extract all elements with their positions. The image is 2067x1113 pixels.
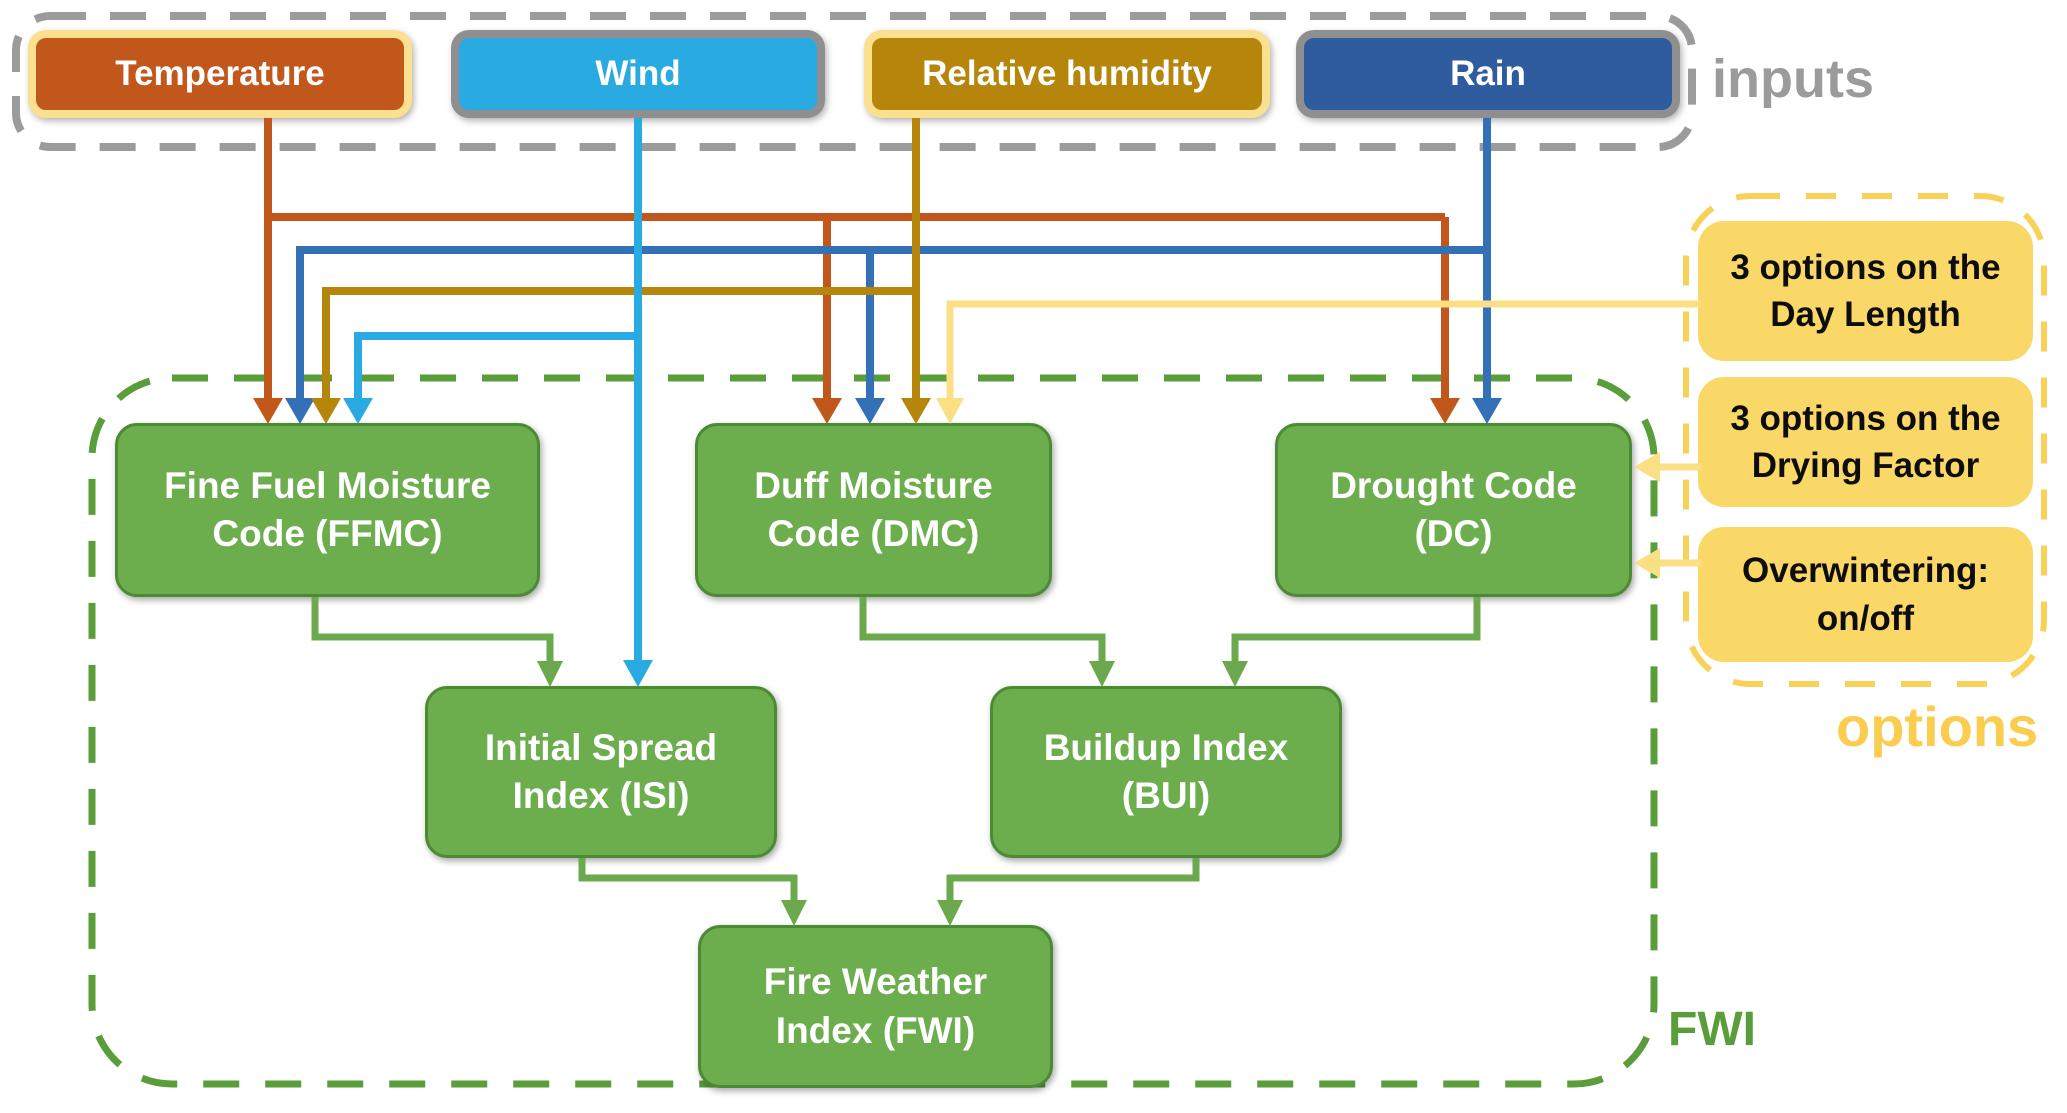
rain-to-ffmc-line [296,246,1487,400]
humidity-to-ffmc-arrow-icon [311,398,341,424]
isi-to-fwi-arrow-icon [781,900,807,926]
input-box-relative-humidity: Relative humidity [864,30,1270,118]
bui-to-fwi-arrow-icon [937,900,963,926]
isi-to-fwi-line [578,858,798,902]
dmc-to-bui-arrow-icon [1089,661,1115,687]
option-box-drying-factor: 3 options on the Drying Factor [1698,377,2033,507]
node-ffmc: Fine Fuel Moisture Code (FFMC) [115,423,540,597]
option-box-day-length: 3 options on the Day Length [1698,221,2033,361]
dc-to-bui-arrow-icon [1222,661,1248,687]
input-box-temperature: Temperature [28,30,412,118]
rain-flow-lines [285,118,1502,424]
node-dmc: Duff Moisture Code (DMC) [695,423,1052,597]
wind-to-ffmc-arrow-icon [343,398,373,424]
node-bui: Buildup Index (BUI) [990,686,1342,858]
input-box-wind: Wind [451,30,825,118]
node-fwi: Fire Weather Index (FWI) [698,925,1053,1088]
day-length-to-dmc-line [946,300,1700,400]
overwintering-to-dc-arrow-icon [1634,548,1660,578]
inputs-group-label: inputs [1712,49,1874,109]
dmc-to-bui-line [859,597,1106,663]
dc-to-bui-line [1231,597,1481,663]
humidity-flow-lines [311,118,931,424]
ffmc-to-isi-line [311,597,554,663]
wind-to-isi-arrow-icon [623,660,653,687]
rain-to-dmc-arrow-icon [855,398,885,424]
node-dc: Drought Code (DC) [1275,423,1632,597]
day-length-to-dmc-arrow-icon [936,398,964,424]
temperature-to-dmc-arrow-icon [812,398,842,424]
fwi-group-label: FWI [1668,1003,1756,1056]
humidity-to-dmc-arrow-icon [901,398,931,424]
wind-to-ffmc-line [354,332,638,400]
temperature-to-ffmc-arrow-icon [253,398,283,424]
node-isi: Initial Spread Index (ISI) [425,686,777,858]
drying-factor-to-dc-arrow-icon [1634,452,1660,482]
wind-flow-lines [343,118,653,687]
bui-to-fwi-line [946,858,1200,902]
humidity-to-ffmc-line [322,287,916,400]
temperature-to-dc-arrow-icon [1430,398,1460,424]
rain-to-ffmc-arrow-icon [285,398,315,424]
option-box-overwintering: Overwintering: on/off [1698,527,2033,662]
temperature-flow-lines [253,118,1460,424]
ffmc-to-isi-arrow-icon [537,661,563,687]
input-box-rain: Rain [1296,30,1680,118]
rain-to-dc-arrow-icon [1472,398,1502,424]
options-group-label: options [1836,695,2039,758]
